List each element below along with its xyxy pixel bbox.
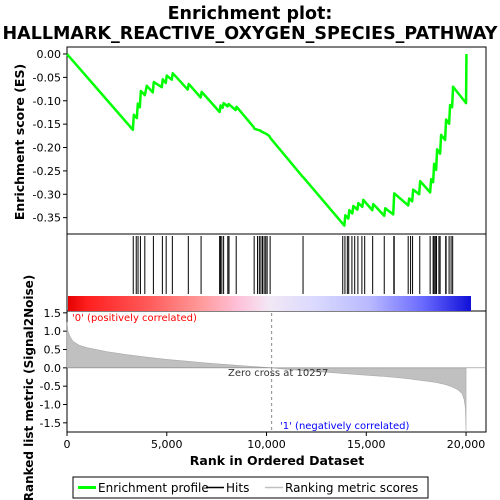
x-tick-label: 20,000 [447,438,486,451]
rank-ytick-label: 0.5 [44,344,62,357]
rank-panel: 1.5 1.0 0.5 0.0 -0.5 -1.0 -1.5 [40,307,486,433]
legend-es-label: Enrichment profile [98,481,209,495]
es-ytick-label: -0.20 [33,142,61,155]
rank-ytick-label: -1.0 [40,399,61,412]
es-ylabel: Enrichment score (ES) [12,64,27,220]
x-tick-label: 10,000 [247,438,286,451]
es-ytick-label: -0.25 [33,165,61,178]
rank-color-bar [68,296,471,311]
zero-cross-label: Zero cross at 10257 [228,368,328,379]
negative-label: '1' (negatively correlated) [280,421,409,432]
es-ytick-label: -0.30 [33,188,61,201]
x-tick-label: 15,000 [347,438,386,451]
ranking-metric-area [66,321,467,433]
rank-ytick-label: 1.5 [44,307,62,320]
rank-ytick-label: 1.0 [44,325,62,338]
es-panel-frame [66,46,487,235]
x-tick-label: 5,000 [151,438,183,451]
legend-hits-label: Hits [226,481,249,495]
es-ytick-label: 0.00 [37,48,62,61]
es-ytick-label: -0.35 [33,212,61,225]
legend-box [72,476,429,499]
positive-label: '0' (positively correlated) [72,313,197,324]
x-tick-label: 0 [64,438,71,451]
rank-ytick-label: 0.0 [44,362,62,375]
rank-ytick-label: -0.5 [40,380,61,393]
es-ytick-label: -0.10 [33,95,61,108]
legend: Enrichment profile Hits Ranking metric s… [72,476,429,499]
chart-title-line1: Enrichment plot: [168,4,333,24]
rank-ylabel: Ranked list metric (Signal2Noise) [22,275,36,500]
hits-panel [132,236,454,294]
legend-metric-label: Ranking metric scores [285,481,418,495]
rank-ytick-label: -1.5 [40,417,61,430]
es-ytick-label: -0.15 [33,118,61,131]
chart-title-line2: HALLMARK_REACTIVE_OXYGEN_SPECIES_PATHWAY [3,24,498,44]
es-panel: 0.00 -0.05 -0.10 -0.15 -0.20 -0.25 -0.30 -0.35 [33,48,468,227]
es-ytick-label: -0.05 [33,71,61,84]
x-axis-label: Rank in Ordered Dataset [190,453,364,468]
enrichment-profile-line [66,53,468,227]
x-axis-ticks: 0 5,000 10,000 15,000 20,000 [64,432,486,451]
